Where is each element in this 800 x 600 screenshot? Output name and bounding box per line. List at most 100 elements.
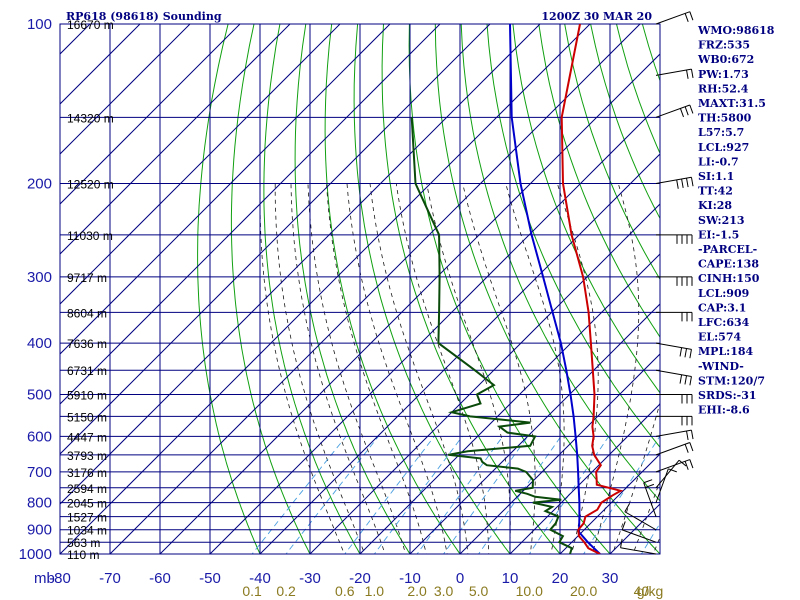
temperature-tick-20: 20: [552, 570, 569, 587]
index-item: PW:1.73: [698, 68, 749, 81]
moist-adiabat-36: [632, 479, 660, 554]
index-item: CAP:3.1: [698, 301, 746, 314]
pressure-tick-600: 600: [27, 428, 52, 445]
mixing-ratio-label-0.6: 0.6: [335, 583, 355, 599]
temperature-tick-30: 30: [602, 570, 619, 587]
wind-feather-200-2: [681, 178, 684, 188]
isotherm--70: [109, 24, 641, 554]
moist-adiabat-32: [612, 401, 660, 554]
moist-adiabat-4: [369, 183, 469, 554]
index-item: L57:5.7: [698, 126, 744, 139]
isotherm-10: [509, 403, 660, 554]
isotherm--110: [60, 24, 441, 405]
isotherm--160: [60, 24, 191, 155]
wind-feather-400-0: [689, 349, 692, 359]
height-label-750: 2594 m: [67, 482, 107, 496]
height-label-150: 14320 m: [67, 111, 114, 125]
wind-feather-650-0: [689, 442, 694, 452]
dry-adiabat--10: [294, 24, 411, 554]
pressure-tick-400: 400: [27, 335, 52, 352]
index-item: RH:52.4: [698, 82, 749, 95]
mixing-ratio-label-0.2: 0.2: [276, 583, 296, 599]
pressure-tick-800: 800: [27, 495, 52, 512]
height-label-950: 563 m: [67, 536, 100, 550]
isotherm--150: [60, 24, 241, 205]
temperature-tick--30: -30: [299, 570, 321, 587]
wind-feather-850-1: [645, 483, 655, 488]
index-item: CINH:150: [698, 272, 760, 285]
wind-barb-300: [656, 276, 693, 286]
wind-feather-150-1: [684, 106, 689, 116]
dry-adiabat-80: [538, 24, 660, 338]
wind-feather-850-0: [643, 479, 653, 484]
temperature-tick-0: 0: [456, 570, 464, 587]
mixing-ratio-unit-label: g/kg: [637, 583, 663, 599]
wind-barb-650: [655, 442, 694, 456]
wind-barb-900: [624, 503, 657, 531]
pressure-tick-200: 200: [27, 176, 52, 193]
height-label-500: 5910 m: [67, 388, 107, 402]
wind-feather-600-0: [690, 430, 694, 440]
temperature-tick--40: -40: [249, 570, 271, 587]
height-label-100: 16670 m: [67, 18, 114, 32]
isotherm--100: [60, 24, 491, 455]
chart-title: RP618 (98618) Sounding: [66, 10, 222, 23]
index-item: CAPE:138: [698, 258, 759, 271]
index-item: MAXT:31.5: [698, 97, 766, 110]
wind-barb-350: [656, 311, 693, 322]
dry-adiabat--40: [197, 24, 261, 554]
height-label-1000: 110 m: [67, 548, 99, 562]
isotherm--60: [159, 53, 660, 554]
wind-shaft-200: [655, 176, 692, 185]
height-label-450: 6731 m: [67, 364, 107, 378]
wind-barb-850: [643, 479, 657, 517]
wind-feather-400-1: [684, 348, 688, 358]
mixing-ratio-line-0.2: [285, 436, 379, 554]
wind-feather-200-1: [686, 178, 689, 188]
wind-feather-950-0: [621, 521, 626, 531]
wind-feather-450-1: [684, 375, 688, 385]
moist-adiabat--20: [259, 183, 345, 554]
mixing-ratio-label-20: 20.0: [570, 583, 597, 599]
mixing-ratio-label-0.1: 0.1: [242, 583, 262, 599]
isotherm--140: [60, 24, 291, 255]
height-label-650: 3793 m: [67, 449, 107, 463]
height-label-850: 1527 m: [67, 511, 107, 525]
wind-barb-250: [656, 234, 693, 244]
wind-barb-700: [655, 459, 694, 473]
wind-shaft-950: [622, 529, 657, 543]
temperature-tick--10: -10: [399, 570, 421, 587]
index-item: WMO:98618: [697, 24, 775, 37]
dry-adiabat-20: [381, 24, 561, 554]
wind-barb-150: [655, 104, 694, 118]
isotherm--120: [60, 24, 391, 355]
moist-adiabat--16: [274, 183, 366, 554]
wind-feather-125-0: [690, 69, 694, 79]
wind-barb-200: [655, 176, 694, 189]
axis-labels: mb g/kg 10020030040050060070080090010001…: [19, 16, 664, 599]
mixing-ratio-line-1: [373, 436, 463, 554]
index-item: STM:120/7: [698, 374, 765, 387]
dry-adiabat-50: [460, 24, 660, 502]
wind-feather-1000-0: [620, 538, 623, 548]
pressure-tick-700: 700: [27, 464, 52, 481]
index-item: TH:5800: [698, 112, 752, 125]
pressure-tick-300: 300: [27, 269, 52, 286]
wind-barbs: [620, 11, 694, 555]
wind-shaft-150: [655, 104, 690, 118]
mixing-ratio-line-0.1: [251, 436, 347, 554]
index-item: -PARCEL-: [698, 243, 757, 256]
isotherm-0: [459, 353, 660, 554]
temperature-tick--60: -60: [149, 570, 171, 587]
pressure-unit-label: mb: [34, 570, 55, 587]
height-label-200: 12520 m: [67, 178, 114, 192]
wind-shaft-700: [655, 459, 690, 473]
height-label-350: 8604 m: [67, 306, 107, 320]
mixing-ratio-label-2: 2.0: [407, 583, 427, 599]
moist-adiabat--8: [307, 183, 407, 554]
pressure-tick-900: 900: [27, 522, 52, 539]
wind-barb-450: [655, 369, 692, 386]
wind-barb-125: [655, 68, 694, 79]
